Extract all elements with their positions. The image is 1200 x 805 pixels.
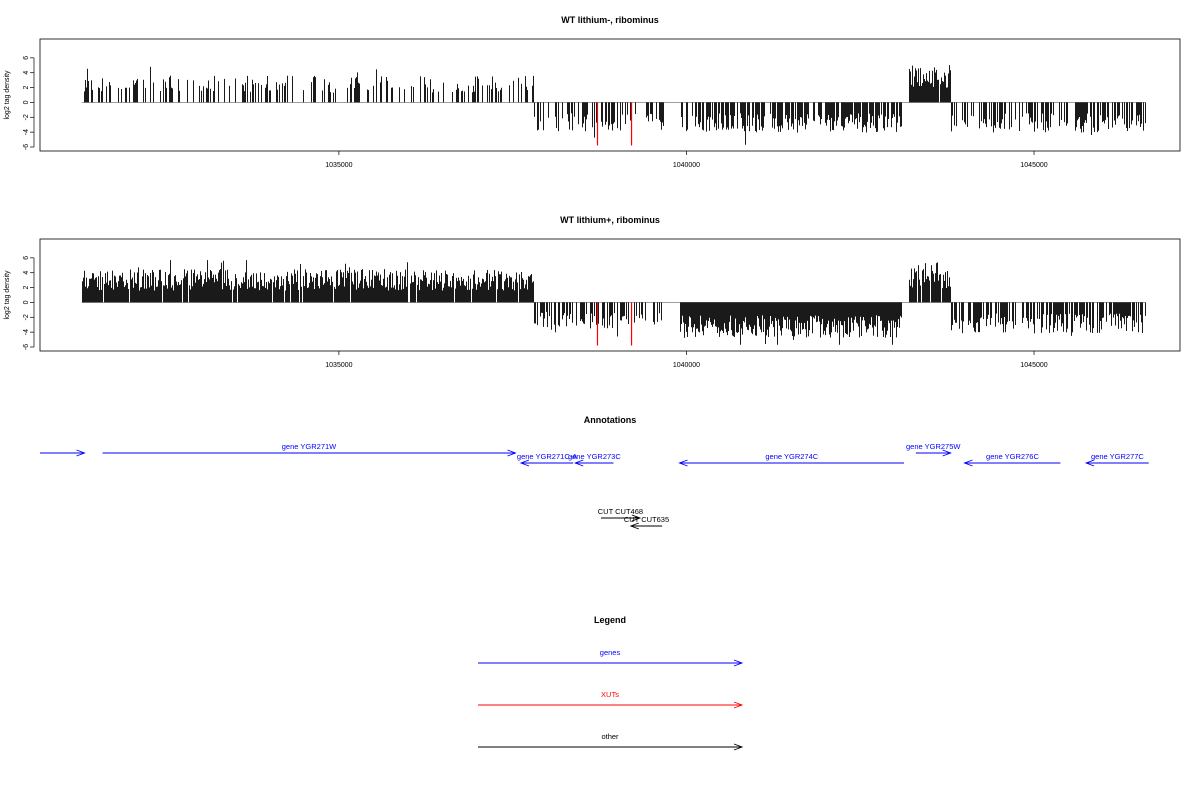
x-tick-label: 1035000 [325,362,352,369]
y-tick-label: 4 [23,271,30,275]
y-axis-label: log2 tag density [4,70,11,120]
legend-arrowhead [733,659,744,667]
y-tick-label: 6 [23,56,30,60]
y-tick-label: -6 [23,144,30,150]
y-axis-label: log2 tag density [4,270,11,320]
y-tick-label: 4 [23,71,30,75]
feature-label: gene YGR275W [906,442,961,451]
legend-arrowhead [733,743,744,751]
feature-cut: CUT CUT468 [598,507,643,522]
feature-label: gene YGR276C [986,452,1039,461]
legend-item-other: other [478,732,744,751]
y-tick-label: -6 [23,344,30,350]
x-tick-label: 1035000 [325,162,352,169]
feature-gene: gene YGR275W [906,442,961,457]
density-bars [84,65,1146,145]
feature-gene: gene YGR276C [963,452,1061,467]
chart-title: WT lithium+, ribominus [560,215,660,225]
chart-panel-1: 6 4 2 0 -2 -4 -6 log2 tag density 1035000 1040000… [4,38,1181,169]
feature-arrowhead [507,449,517,457]
y-tick-label: -4 [23,329,30,335]
feature-gene: gene YGR271W [102,442,517,457]
feature-arrowhead [942,449,952,457]
x-tick-label: 1045000 [1020,162,1047,169]
feature-arrowhead [1084,459,1095,467]
feature-gene: gene YGR277C [1084,452,1149,467]
y-tick-label: 0 [23,300,30,304]
feature-arrowhead [963,459,973,467]
feature-cut: CUT CUT635 [624,515,669,530]
y-tick-label: 6 [23,256,30,260]
feature-gene: gene YGR274C [678,452,905,467]
legend-label: other [601,732,619,741]
legend-arrowhead [733,701,744,709]
legend-label: XUTs [601,690,619,699]
feature-label: gene YGR271C-A [517,452,577,461]
legend-item-genes: genes [478,648,744,667]
feature-label: gene YGR277C [1091,452,1144,461]
x-tick-label: 1040000 [673,362,700,369]
legend-label: genes [600,648,621,657]
feature-arrowhead [678,459,688,467]
y-tick-label: -2 [23,314,30,320]
legend: genes XUTs other [478,648,744,751]
feature-label: CUT CUT468 [598,507,643,516]
y-tick-label: 2 [23,86,30,90]
legend-title: Legend [594,615,626,625]
feature-label: gene YGR271W [282,442,337,451]
feature-arrowhead [519,459,530,467]
plot-frame [39,238,1181,352]
chart-panel-2: 6 4 2 0 -2 -4 -6 log2 tag density 1035000 1040000… [4,238,1181,369]
y-tick-label: -4 [23,129,30,135]
chart-title: WT lithium-, ribominus [561,15,659,25]
annotations-title: Annotations [584,415,637,425]
feature-label: gene YGR274C [765,452,818,461]
feature-gene: gene YGR271C-A [517,452,577,467]
feature-label: gene YGR273C [568,452,621,461]
density-bars [82,260,1146,345]
feature-arrowhead [631,514,642,522]
x-tick-label: 1040000 [673,162,700,169]
feature-gene: gene YGR273C [568,452,621,467]
feature-arrowhead [76,449,86,457]
plot-frame [39,38,1181,152]
feature-gene [40,449,86,457]
y-tick-label: 0 [23,100,30,104]
legend-item-xuts: XUTs [478,690,744,709]
x-tick-label: 1045000 [1020,362,1047,369]
feature-label: CUT CUT635 [624,515,669,524]
feature-arrowhead [629,522,640,530]
y-tick-label: 2 [23,286,30,290]
y-tick-label: -2 [23,114,30,120]
feature-arrowhead [573,459,584,467]
